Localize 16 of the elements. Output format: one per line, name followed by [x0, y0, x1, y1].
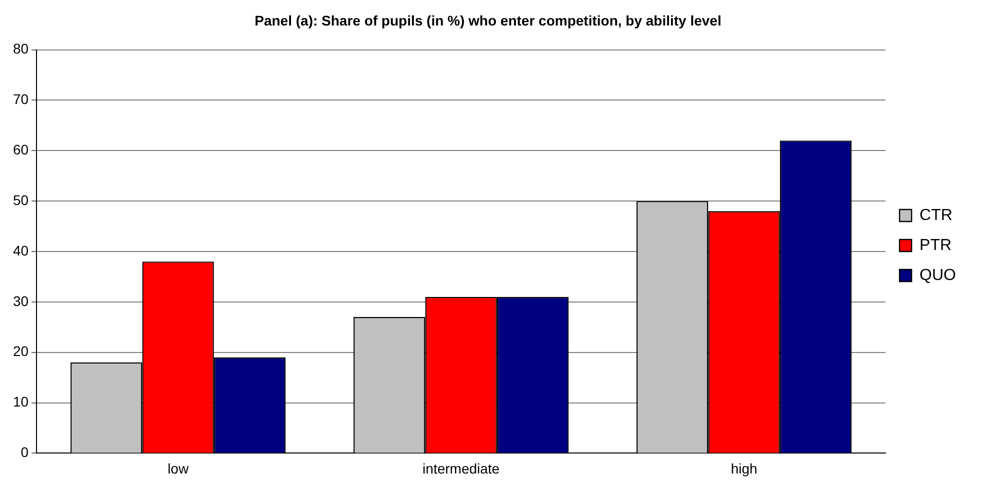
y-tick-label: 40 — [12, 242, 29, 258]
legend-label: PTR — [920, 236, 952, 254]
y-tick-label: 0 — [20, 444, 29, 460]
y-tick-label: 30 — [12, 292, 29, 309]
x-tick-label: intermediate — [422, 460, 500, 476]
chart-title: Panel (a): Share of pupils (in %) who enter competition, by ability level — [254, 12, 722, 28]
y-tick-label: 50 — [12, 192, 29, 208]
x-tick-label: high — [730, 460, 758, 476]
y-tick-label: 10 — [12, 394, 29, 410]
y-tick-label: 80 — [12, 40, 29, 57]
y-tick-label: 60 — [12, 142, 29, 158]
x-tick-label: low — [168, 460, 190, 476]
y-tick-label: 70 — [12, 91, 29, 108]
legend-label: QUO — [920, 266, 956, 284]
legend-label: CTR — [920, 206, 952, 224]
y-tick-label: 20 — [12, 343, 29, 360]
